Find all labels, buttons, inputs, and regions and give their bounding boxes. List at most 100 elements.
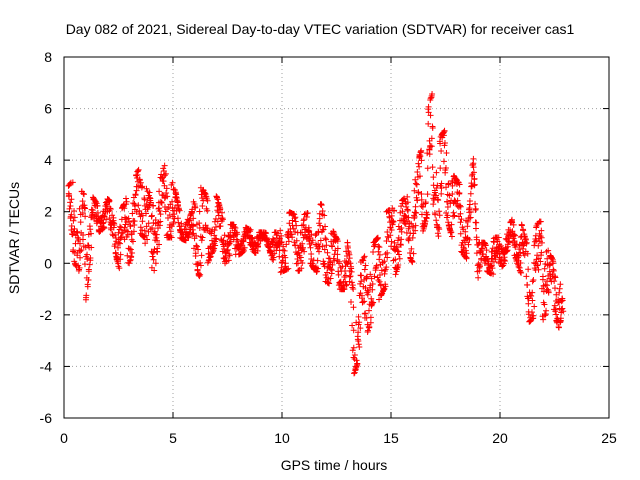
data-point <box>525 300 532 307</box>
data-point <box>130 238 137 245</box>
data-point <box>418 191 425 198</box>
data-point <box>217 205 224 212</box>
data-point <box>341 286 348 293</box>
data-point <box>538 239 545 246</box>
data-point <box>158 199 165 206</box>
data-point <box>360 254 367 261</box>
data-point <box>388 212 395 219</box>
data-point <box>103 216 110 223</box>
data-point <box>448 221 455 228</box>
data-point <box>323 236 330 243</box>
data-point <box>525 311 532 318</box>
data-point <box>476 263 483 270</box>
data-point <box>436 226 443 233</box>
data-point <box>438 180 445 187</box>
data-point <box>375 243 382 250</box>
data-point <box>444 198 451 205</box>
data-point <box>66 192 73 199</box>
data-point <box>139 218 146 225</box>
data-point <box>292 218 299 225</box>
plot-frame <box>63 56 610 419</box>
data-point <box>464 218 471 225</box>
data-point <box>327 275 334 282</box>
data-point <box>270 254 277 261</box>
data-point <box>412 222 419 229</box>
data-point <box>390 218 397 225</box>
data-points <box>65 90 567 377</box>
data-point <box>416 173 423 180</box>
data-point <box>76 240 83 247</box>
data-point <box>362 262 369 269</box>
data-point <box>550 266 557 273</box>
data-point <box>446 192 453 199</box>
data-point <box>457 219 464 226</box>
data-point <box>378 267 385 274</box>
data-point <box>560 308 567 315</box>
data-point <box>321 212 328 219</box>
data-point <box>79 209 86 216</box>
data-point <box>118 230 125 237</box>
data-point <box>530 312 537 319</box>
data-point <box>314 257 321 264</box>
data-point <box>154 248 161 255</box>
data-point <box>399 208 406 215</box>
data-point <box>384 249 391 256</box>
data-point <box>282 260 289 267</box>
data-point <box>169 198 176 205</box>
data-point <box>512 232 519 239</box>
data-point <box>456 202 463 209</box>
data-point <box>554 315 561 322</box>
data-point <box>440 158 447 165</box>
data-point <box>553 311 560 318</box>
data-point <box>199 202 206 209</box>
data-point <box>194 267 201 274</box>
data-point <box>409 234 416 241</box>
data-point <box>538 249 545 256</box>
y-tick-label: -6 <box>40 410 53 426</box>
data-point <box>66 205 73 212</box>
data-point <box>299 260 306 267</box>
data-point <box>111 220 118 227</box>
data-point <box>139 183 146 190</box>
x-tick-label: 5 <box>169 430 177 446</box>
data-point <box>80 231 87 238</box>
data-point <box>109 212 116 219</box>
data-point <box>78 247 85 254</box>
data-point <box>139 212 146 219</box>
data-point <box>361 253 368 260</box>
data-point <box>367 319 374 326</box>
data-point <box>201 190 208 197</box>
data-point <box>376 278 383 285</box>
data-point <box>303 214 310 221</box>
data-point <box>217 223 224 230</box>
data-point <box>418 147 425 154</box>
data-point <box>428 135 435 142</box>
data-point <box>395 262 402 269</box>
data-point <box>153 234 160 241</box>
data-point <box>416 163 423 170</box>
data-point <box>141 227 148 234</box>
data-point <box>215 212 222 219</box>
data-point <box>425 103 432 110</box>
data-point <box>451 212 458 219</box>
data-point <box>370 249 377 256</box>
data-point <box>411 213 418 220</box>
data-point <box>435 197 442 204</box>
data-point <box>355 341 362 348</box>
data-point <box>241 244 248 251</box>
data-point <box>277 269 284 276</box>
data-point <box>523 273 530 280</box>
data-point <box>502 257 509 264</box>
data-point <box>299 229 306 236</box>
data-point <box>364 291 371 298</box>
data-point <box>150 202 157 209</box>
y-axis-label: SDTVAR / TECUs <box>6 182 22 294</box>
data-point <box>68 196 75 203</box>
data-point <box>358 278 365 285</box>
data-point <box>148 212 155 219</box>
data-point <box>278 232 285 239</box>
data-point <box>503 248 510 255</box>
data-point <box>190 215 197 222</box>
data-point <box>415 189 422 196</box>
data-point <box>462 247 469 254</box>
